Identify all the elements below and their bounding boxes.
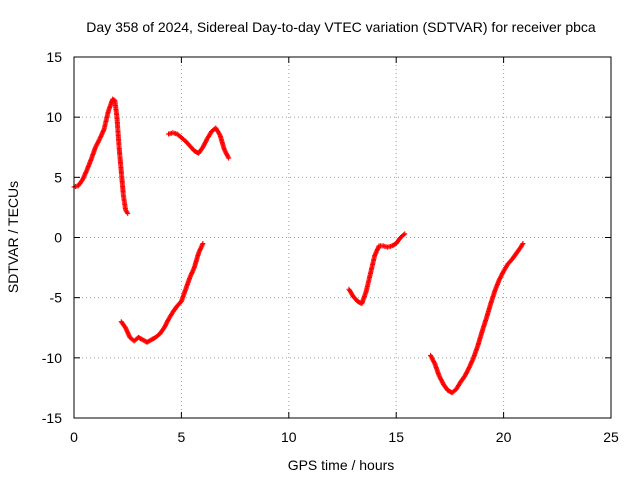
series-arc-2 <box>118 241 206 345</box>
data-point <box>402 231 408 237</box>
x-tick-label: 15 <box>388 429 404 445</box>
data-point <box>125 210 131 216</box>
series-arc-1 <box>71 96 131 216</box>
x-tick-label: 0 <box>70 429 78 445</box>
y-axis-label: SDTVAR / TECUs <box>5 181 21 293</box>
x-tick-label: 10 <box>281 429 297 445</box>
y-tick-label: 10 <box>46 109 62 125</box>
y-tick-label: 5 <box>54 169 62 185</box>
data-point <box>401 232 407 238</box>
x-tick-label: 20 <box>496 429 512 445</box>
y-tick-label: -10 <box>42 350 62 366</box>
grid-lines <box>74 57 611 418</box>
tick-labels: 0 5 10 15 20 25 -15 -10 -5 0 5 10 15 <box>42 49 619 445</box>
series-arc-5 <box>428 241 526 396</box>
y-tick-label: -5 <box>50 290 63 306</box>
series-arc-4 <box>346 231 408 307</box>
x-tick-label: 5 <box>178 429 186 445</box>
chart-title: Day 358 of 2024, Sidereal Day-to-day VTE… <box>86 19 596 35</box>
series-arc-3 <box>166 125 232 161</box>
data-point <box>226 155 232 161</box>
x-tick-label: 25 <box>603 429 619 445</box>
axis-ticks <box>73 56 612 419</box>
data-point <box>520 241 526 247</box>
data-points <box>71 96 526 396</box>
x-axis-label: GPS time / hours <box>288 457 395 473</box>
y-tick-label: 15 <box>46 49 62 65</box>
y-tick-label: -15 <box>42 410 62 426</box>
data-point <box>200 241 206 247</box>
y-tick-label: 0 <box>54 230 62 246</box>
